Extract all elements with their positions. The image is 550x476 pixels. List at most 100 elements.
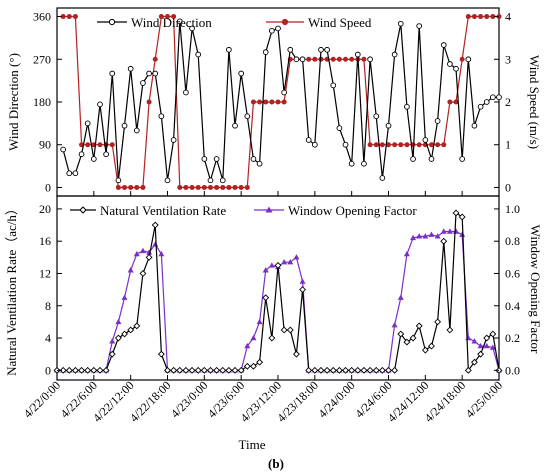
wind-speed-point-34: [269, 99, 275, 105]
wind-direction-point-14: [146, 70, 152, 77]
bottom-plot-area: [53, 209, 503, 374]
wind-direction-point-43: [324, 46, 330, 53]
wind-speed-point-62: [441, 142, 447, 148]
window-factor-point-13: [133, 250, 140, 257]
wind-speed-point-23: [201, 184, 207, 190]
wind-speed-point-9: [115, 184, 121, 190]
ventilation-point-22: [188, 366, 196, 374]
legend-label-wind-direction: Wind Direction: [131, 15, 212, 30]
ventilation-point-57: [403, 338, 411, 346]
wind-direction-point-16: [158, 113, 165, 120]
ventilation-point-60: [421, 346, 429, 354]
wind-direction-point-32: [256, 160, 263, 167]
wind-speed-point-30: [244, 184, 250, 190]
ventilation-point-8: [102, 366, 110, 374]
window-factor-point-15: [146, 249, 153, 255]
wind-speed-point-70: [490, 14, 496, 20]
window-factor-point-31: [244, 342, 251, 349]
x-tick-label-3: 4/22/18:00: [127, 378, 174, 425]
wind-speed-point-45: [336, 56, 342, 62]
wind-speed-point-22: [195, 184, 201, 190]
window-factor-point-56: [397, 294, 404, 300]
wind-direction-point-58: [416, 23, 423, 29]
window-factor-point-9: [109, 338, 116, 344]
wind-direction-point-6: [97, 101, 103, 108]
bottom-left-tick-label-4: 4: [45, 331, 51, 345]
ventilation-point-21: [182, 366, 190, 374]
top-right-axis-title: Wind Speed (m/s): [527, 55, 542, 149]
ventilation-point-50: [360, 366, 368, 374]
window-factor-point-67: [465, 334, 472, 341]
legend-label-window-factor: Window Opening Factor: [288, 203, 417, 218]
top-left-tick-label-180: 180: [33, 95, 51, 109]
ventilation-point-46: [335, 366, 343, 374]
window-factor-point-58: [410, 234, 417, 241]
wind-direction-point-51: [373, 113, 380, 120]
wind-direction-point-10: [121, 122, 128, 129]
window-factor-point-62: [434, 233, 441, 239]
wind-direction-point-63: [447, 61, 453, 67]
legend-label-ventilation: Natural Ventilation Rate: [100, 203, 226, 218]
wind-speed-point-60: [428, 142, 434, 148]
ventilation-point-6: [90, 366, 98, 374]
wind-direction-point-68: [477, 103, 484, 110]
wind-speed-point-64: [453, 99, 459, 105]
wind-direction-point-22: [195, 51, 202, 58]
x-tick-label-12: 4/25/0:00: [463, 378, 505, 420]
wind-direction-point-4: [84, 120, 91, 127]
ventilation-point-64: [446, 326, 454, 334]
wind-direction-point-61: [434, 118, 441, 124]
ventilation-point-13: [133, 322, 141, 330]
window-factor-point-37: [281, 258, 288, 265]
wind-speed-point-49: [361, 56, 367, 62]
wind-direction-point-50: [367, 56, 373, 63]
wind-direction-point-53: [385, 122, 392, 129]
wind-direction-point-9: [115, 177, 122, 184]
wind-speed-point-68: [478, 14, 484, 20]
wind-direction-point-25: [213, 156, 220, 162]
window-factor-point-35: [268, 262, 275, 268]
ventilation-point-2: [65, 366, 73, 374]
wind-speed-point-0: [60, 14, 66, 20]
wind-direction-point-42: [318, 46, 324, 53]
ventilation-point-47: [342, 366, 349, 374]
bottom-right-tick-label-1: 1.0: [505, 202, 520, 216]
wind-direction-point-49: [361, 160, 367, 167]
window-factor-point-63: [440, 228, 447, 234]
wind-speed-point-40: [306, 56, 312, 62]
top-right-tick-label-0: 0: [505, 180, 511, 194]
ventilation-point-25: [207, 366, 214, 374]
bottom-right-tick-label-0: 0.0: [505, 363, 520, 377]
window-factor-point-60: [422, 233, 429, 239]
ventilation-point-39: [292, 350, 300, 358]
ventilation-point-7: [96, 366, 104, 374]
wind-direction-point-19: [176, 18, 183, 25]
bottom-right-tick-label-0.4: 0.4: [505, 299, 520, 313]
wind-direction-line: [62, 21, 499, 183]
ventilation-point-71: [489, 330, 497, 338]
bottom-right-tick-label-0.6: 0.6: [505, 266, 520, 280]
wind-direction-point-5: [90, 156, 97, 162]
ventilation-point-38: [286, 326, 294, 334]
bottom-left-axis-title: Natural Ventilation Rate（ac/h）: [4, 202, 19, 376]
wind-speed-point-1: [66, 14, 72, 20]
ventilation-point-19: [170, 366, 178, 374]
wind-direction-point-47: [348, 160, 355, 167]
wind-direction-point-26: [219, 177, 226, 184]
top-right-tick-label-4: 4: [505, 10, 511, 24]
top-right-tick-label-3: 3: [505, 52, 511, 66]
ventilation-point-66: [458, 213, 466, 221]
ventilation-point-27: [219, 366, 227, 374]
window-factor-point-68: [471, 338, 478, 344]
ventilation-point-61: [428, 342, 435, 350]
wind-direction-point-13: [140, 80, 146, 86]
wind-direction-point-17: [164, 177, 171, 184]
wind-speed-point-18: [171, 14, 177, 20]
wind-direction-point-71: [496, 94, 502, 101]
figure-caption: (b): [268, 456, 284, 471]
legend-marker-wind-direction: [108, 18, 116, 26]
wind-direction-point-33: [262, 49, 269, 56]
window-factor-point-10: [115, 318, 122, 325]
window-factor-point-17: [158, 250, 165, 257]
axes-layer: 090180270360012340481216200.00.20.40.60.…: [21, 10, 520, 425]
